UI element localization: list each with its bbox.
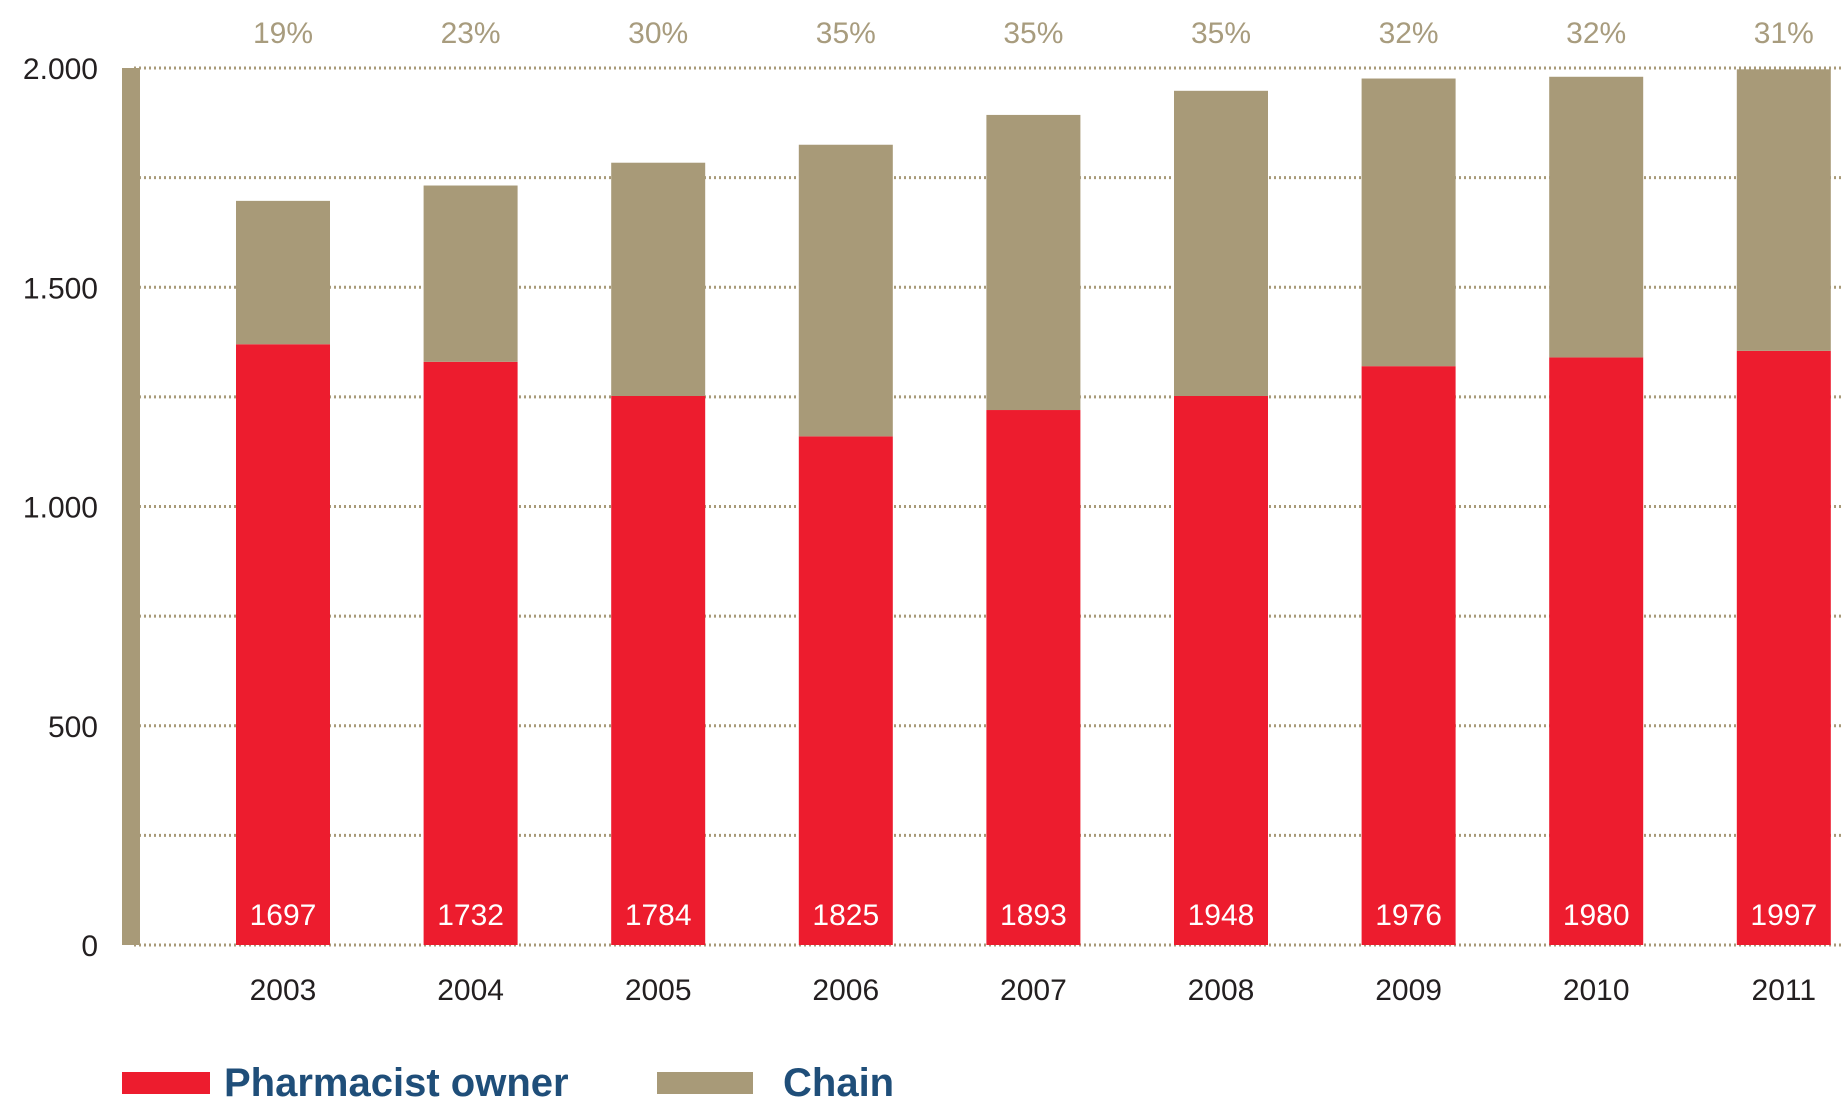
x-tick-label: 2003 (250, 974, 317, 1007)
chain-share-label: 32% (1379, 17, 1439, 50)
chain-share-label: 35% (1003, 17, 1063, 50)
chain-share-label: 32% (1566, 17, 1626, 50)
bar-chain (986, 114, 1081, 411)
x-tick-label: 2010 (1563, 974, 1630, 1007)
labels: 1697 2003 19% 1732 2004 23% 1784 2005 30% 1825 200… (250, 17, 1818, 1007)
y-tick-label: 500 (48, 711, 98, 744)
total-label: 1948 (1188, 899, 1255, 932)
bars (236, 69, 1831, 945)
bar-pharmacist-owner (611, 395, 706, 945)
bar-pharmacist-owner (423, 361, 518, 945)
bar-pharmacist-owner (1736, 350, 1831, 945)
legend-label: Chain (783, 1061, 894, 1104)
total-label: 1697 (250, 899, 317, 932)
bar-chain (1736, 69, 1831, 351)
chain-share-label: 30% (628, 17, 688, 50)
bar-chain (1361, 78, 1456, 367)
legend: Pharmacist owner Chain (122, 1061, 894, 1104)
legend-swatch (122, 1072, 210, 1094)
x-tick-label: 2008 (1188, 974, 1255, 1007)
y-axis: 0 500 1.000 1.500 2.000 (23, 53, 140, 963)
legend-label: Pharmacist owner (224, 1061, 569, 1104)
bar-chain (1174, 90, 1268, 396)
bar-pharmacist-owner (1174, 395, 1268, 945)
bar-chain (1549, 76, 1644, 358)
bar-chain (611, 162, 706, 396)
bar-chain (423, 185, 518, 362)
x-tick-label: 2006 (812, 974, 879, 1007)
bar-pharmacist-owner (1549, 357, 1644, 945)
bar-chain (798, 144, 893, 437)
chain-share-label: 35% (1191, 17, 1251, 50)
y-tick-label: 1.500 (23, 272, 98, 305)
x-tick-label: 2011 (1752, 974, 1817, 1007)
chain-share-label: 23% (441, 17, 501, 50)
bar-pharmacist-owner (798, 436, 893, 945)
legend-swatch (657, 1072, 753, 1094)
bar-pharmacist-owner (986, 410, 1081, 945)
x-tick-label: 2005 (625, 974, 692, 1007)
chain-share-label: 31% (1754, 17, 1814, 50)
bar-pharmacist-owner (236, 344, 330, 945)
chain-share-label: 35% (816, 17, 876, 50)
total-label: 1893 (1000, 899, 1067, 932)
total-label: 1732 (437, 899, 504, 932)
total-label: 1976 (1375, 899, 1442, 932)
y-tick-label: 2.000 (23, 53, 98, 86)
bar-pharmacist-owner (1361, 366, 1456, 945)
bar-chain (236, 200, 330, 345)
total-label: 1980 (1563, 899, 1630, 932)
y-tick-label: 1.000 (23, 492, 98, 525)
x-tick-label: 2007 (1000, 974, 1067, 1007)
y-tick-label: 0 (81, 930, 98, 963)
total-label: 1825 (812, 899, 879, 932)
total-label: 1997 (1750, 899, 1817, 932)
x-tick-label: 2009 (1375, 974, 1442, 1007)
x-tick-label: 2004 (437, 974, 504, 1007)
total-label: 1784 (625, 899, 692, 932)
y-axis-line (122, 68, 140, 945)
chain-share-label: 19% (253, 17, 313, 50)
